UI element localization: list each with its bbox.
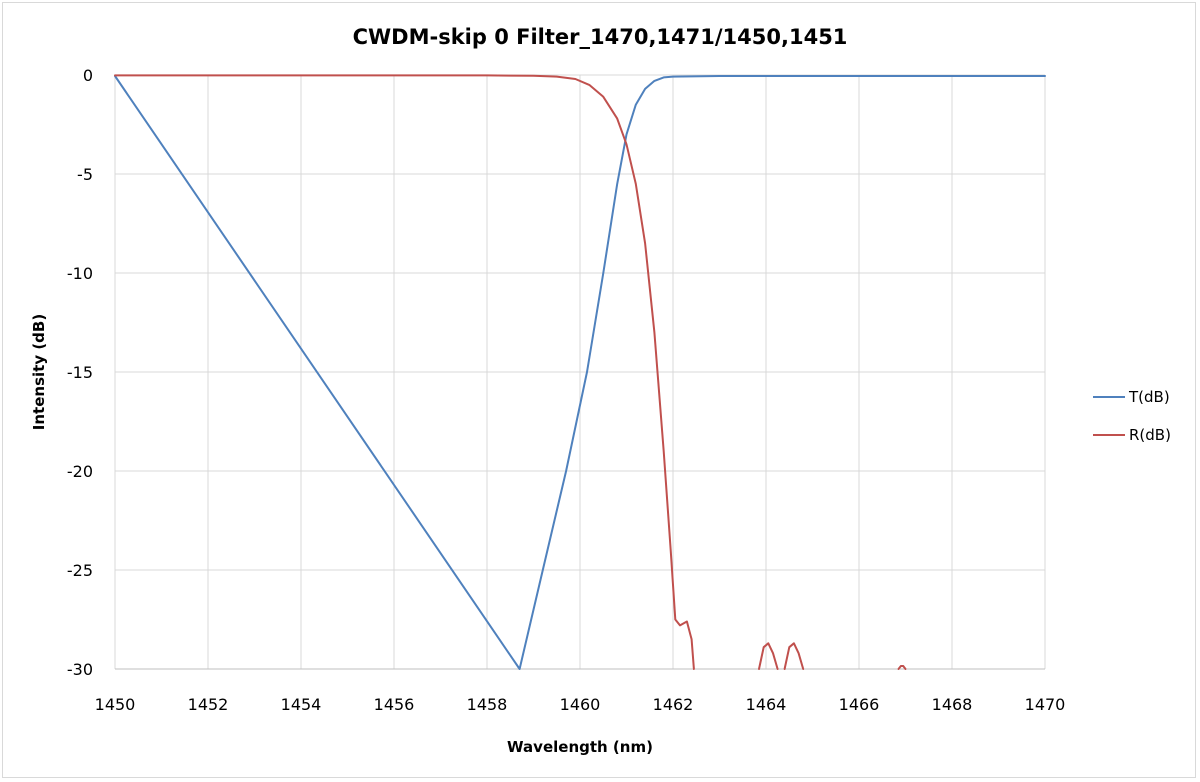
y-tick-label: -10: [67, 264, 93, 283]
x-tick-label: 1458: [467, 695, 508, 714]
chart-title: CWDM-skip 0 Filter_1470,1471/1450,1451: [353, 25, 848, 49]
y-tick-label: -5: [77, 165, 93, 184]
x-tick-label: 1450: [95, 695, 136, 714]
legend-label: T(dB): [1128, 388, 1170, 406]
x-axis-ticks: 1450 1452 1454 1456 1458 1460 1462 1464 1466 1468…: [95, 695, 1066, 714]
legend: T(dB) R(dB): [1093, 388, 1171, 444]
x-tick-label: 1460: [560, 695, 601, 714]
y-tick-label: 0: [83, 66, 93, 85]
series-lines: [114, 74, 1046, 670]
series-line-t-db: [114, 75, 1046, 670]
legend-label: R(dB): [1129, 426, 1171, 444]
series-line-r-db: [114, 74, 695, 670]
y-axis-title: Intensity (dB): [30, 314, 48, 430]
x-tick-label: 1454: [281, 695, 322, 714]
x-tick-label: 1452: [188, 695, 229, 714]
x-tick-label: 1468: [932, 695, 973, 714]
x-tick-label: 1456: [374, 695, 415, 714]
series-line-r-db: [758, 642, 779, 670]
x-tick-label: 1470: [1025, 695, 1066, 714]
x-tick-label: 1462: [653, 695, 694, 714]
x-tick-label: 1464: [746, 695, 787, 714]
y-axis-ticks: 0 -5 -10 -15 -20 -25 -30: [67, 66, 93, 679]
series-line-r-db: [897, 665, 907, 670]
x-axis-title: Wavelength (nm): [507, 738, 653, 756]
y-tick-label: -20: [67, 462, 93, 481]
y-tick-label: -25: [67, 561, 93, 580]
gridlines: [114, 74, 1046, 670]
series-line-r-db: [783, 642, 805, 670]
y-tick-label: -15: [67, 363, 93, 382]
y-tick-label: -30: [67, 660, 93, 679]
x-tick-label: 1466: [839, 695, 880, 714]
